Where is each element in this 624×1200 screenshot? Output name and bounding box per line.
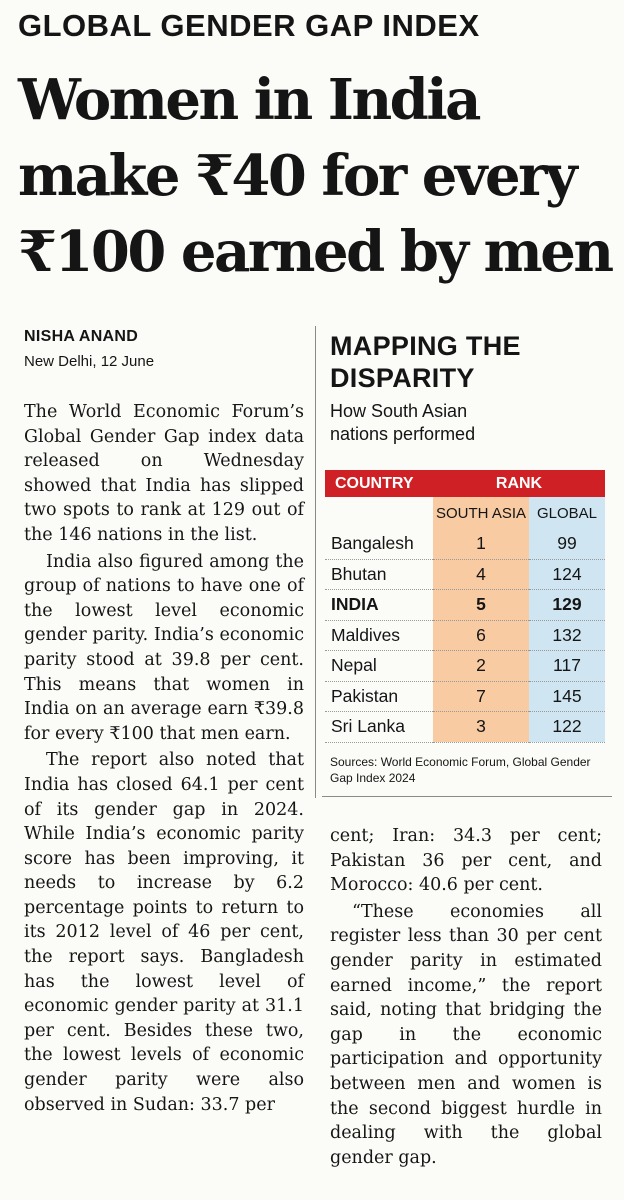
global-rank-cell: 132 bbox=[529, 620, 605, 651]
country-cell: INDIA bbox=[325, 589, 433, 621]
article-paragraph: “These economies all register less than … bbox=[330, 901, 602, 1168]
table-row: Sri Lanka 3 122 bbox=[325, 711, 605, 743]
global-rank-cell: 124 bbox=[529, 559, 605, 590]
headline: Women in India make ₹40 for every ₹100 e… bbox=[18, 62, 618, 290]
global-rank-cell: 117 bbox=[529, 650, 605, 682]
south-asia-rank-cell: 4 bbox=[433, 559, 529, 590]
country-cell: Bhutan bbox=[325, 559, 433, 590]
table-row: Pakistan 7 145 bbox=[325, 681, 605, 712]
global-rank-cell: 145 bbox=[529, 681, 605, 712]
headline-line: make ₹40 for every bbox=[18, 143, 578, 209]
country-cell: Sri Lanka bbox=[325, 711, 433, 743]
sidebar-title-line: MAPPING THE bbox=[330, 331, 521, 361]
article-paragraph: cent; Iran: 34.3 per cent; Pakistan 36 p… bbox=[330, 826, 602, 896]
south-asia-rank-cell: 7 bbox=[433, 681, 529, 712]
article-paragraph: The report also noted that India has clo… bbox=[24, 750, 304, 1115]
column-divider bbox=[315, 326, 316, 798]
article-column-right: cent; Iran: 34.3 per cent; Pakistan 36 p… bbox=[330, 824, 602, 1172]
table-row: Nepal 2 117 bbox=[325, 650, 605, 682]
section-kicker: GLOBAL GENDER GAP INDEX bbox=[18, 8, 480, 43]
sources-note: Sources: World Economic Forum, Global Ge… bbox=[330, 755, 591, 785]
table-row: Bangalesh 1 99 bbox=[325, 529, 605, 560]
sidebar-title-line: DISPARITY bbox=[330, 363, 475, 393]
sidebar-subtitle: How South Asian nations performed bbox=[330, 400, 475, 446]
headline-line: Women in India bbox=[18, 67, 481, 133]
author-name: NISHA ANAND bbox=[24, 328, 139, 345]
byline: NISHA ANAND New Delhi, 12 June bbox=[24, 328, 154, 370]
table-subheader-global: GLOBAL bbox=[529, 497, 605, 529]
headline-line: ₹100 earned by men bbox=[18, 219, 614, 285]
table-row: Bhutan 4 124 bbox=[325, 559, 605, 590]
country-cell: Nepal bbox=[325, 650, 433, 682]
article-paragraph: India also figured among the group of na… bbox=[24, 551, 304, 744]
table-subheader-south-asia: SOUTH ASIA bbox=[433, 497, 529, 529]
dateline: New Delhi, 12 June bbox=[24, 353, 155, 370]
south-asia-rank-cell: 5 bbox=[433, 589, 529, 621]
global-rank-cell: 129 bbox=[529, 589, 605, 621]
rank-table: COUNTRY RANK SOUTH ASIA GLOBAL Bangalesh… bbox=[325, 470, 605, 743]
south-asia-rank-cell: 3 bbox=[433, 711, 529, 743]
article-paragraph: The World Economic Forum’s Global Gender… bbox=[24, 402, 304, 545]
sidebar-subtitle-line: How South Asian bbox=[330, 401, 468, 421]
sidebar-bottom-rule bbox=[322, 796, 612, 797]
country-cell: Bangalesh bbox=[325, 529, 433, 560]
table-header-country: COUNTRY bbox=[325, 470, 433, 497]
country-cell: Maldives bbox=[325, 620, 433, 651]
sidebar-subtitle-line: nations performed bbox=[330, 424, 476, 444]
table-row-highlighted: INDIA 5 129 bbox=[325, 589, 605, 621]
sidebar-title: MAPPING THE DISPARITY bbox=[330, 330, 521, 394]
table-row: Maldives 6 132 bbox=[325, 620, 605, 651]
country-cell: Pakistan bbox=[325, 681, 433, 712]
south-asia-rank-cell: 6 bbox=[433, 620, 529, 651]
south-asia-rank-cell: 1 bbox=[433, 529, 529, 560]
global-rank-cell: 122 bbox=[529, 711, 605, 743]
south-asia-rank-cell: 2 bbox=[433, 650, 529, 682]
global-rank-cell: 99 bbox=[529, 529, 605, 560]
table-header-rank: RANK bbox=[433, 470, 605, 497]
table-subheader-blank bbox=[325, 497, 433, 529]
article-column-left: The World Economic Forum’s Global Gender… bbox=[24, 400, 304, 1119]
